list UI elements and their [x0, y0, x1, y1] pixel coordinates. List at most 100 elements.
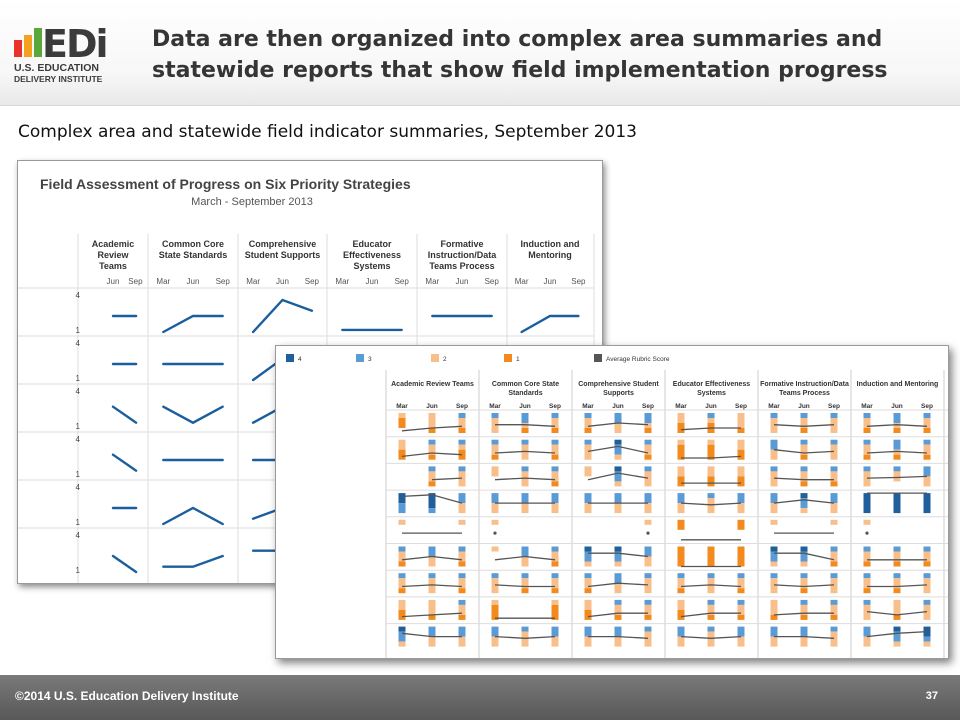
month-label: Sep [828, 403, 840, 410]
legend-swatch [356, 354, 364, 362]
month-label: Mar [156, 277, 170, 286]
rubric-bar-segment [923, 418, 931, 428]
rubric-bar-segment [830, 481, 838, 487]
rubric-bar-segment [677, 546, 685, 567]
rubric-bar-segment [614, 573, 622, 584]
rubric-bar-segment [707, 493, 715, 499]
rubric-bar-segment [644, 573, 652, 579]
rubric-bar-segment [551, 439, 559, 445]
rubric-bar-segment [893, 471, 901, 482]
rubric-bar-segment [614, 636, 622, 647]
rubric-bar-segment [863, 588, 871, 594]
legend-swatch [286, 354, 294, 362]
rubric-distribution-chart: 4 3 2 1 Average Rubric Score Academic Review … [286, 354, 948, 658]
rubric-bar-segment [830, 631, 838, 647]
rubric-bar-segment [923, 476, 931, 487]
legend-swatch [431, 354, 439, 362]
rubric-bar-segment [800, 444, 808, 455]
rubric-bar-segment [830, 471, 838, 482]
y-axis-label: 4 [76, 483, 81, 492]
rubric-bar-segment [677, 413, 685, 423]
rubric-bar-segment [521, 493, 529, 504]
rubric-bar-segment [800, 413, 808, 418]
average-rubric-line [680, 584, 742, 588]
rubric-bar-segment [398, 631, 406, 642]
legend-label: 4 [298, 356, 302, 363]
rubric-bar-segment [677, 423, 685, 433]
rubric-bar-segment [677, 519, 685, 530]
month-label: Sep [485, 277, 500, 286]
month-label: Mar [396, 403, 408, 410]
rubric-bar-segment [428, 636, 436, 647]
rubric-bar-segment [863, 519, 871, 525]
rubric-bar-segment [551, 481, 559, 487]
rubric-bar-segment [428, 578, 436, 594]
rubric-bar-segment [458, 466, 466, 472]
strategy-header: Induction and Mentoring [857, 381, 939, 388]
month-label: Sep [216, 277, 231, 286]
average-rubric-point [493, 531, 497, 535]
strategy-header: Comprehensive Student Supports [245, 239, 321, 260]
rubric-bar-segment [551, 573, 559, 579]
rubric-bar-segment [863, 573, 871, 579]
rubric-bar-segment [923, 428, 931, 433]
rubric-bar-segment [644, 423, 652, 428]
rubric-bar-segment [893, 423, 901, 428]
rubric-bar-segment [737, 546, 745, 567]
rubric-bar-segment [614, 546, 622, 552]
rubric-bar-segment [707, 614, 715, 620]
y-axis-label: 4 [76, 387, 81, 396]
rubric-bar-segment [677, 493, 685, 504]
rubric-bar-segment [677, 636, 685, 647]
rubric-bar-segment [551, 604, 559, 620]
progress-line [111, 554, 138, 574]
rubric-bar-segment [398, 588, 406, 594]
rubric-bar-segment [644, 454, 652, 460]
rubric-bar-segment [521, 423, 529, 428]
rubric-bar-segment [644, 519, 652, 525]
rubric-bar-segment [800, 493, 808, 499]
rubric-bar-segment [584, 599, 592, 610]
rubric-bar-segment [677, 573, 685, 579]
strategy-header: Academic Review Teams [92, 239, 135, 271]
rubric-bar-segment [770, 551, 778, 562]
slide-subtitle: Complex area and statewide field indicat… [18, 122, 637, 142]
average-rubric-line [588, 635, 649, 639]
rubric-bar-segment [677, 578, 685, 589]
y-axis-label: 1 [76, 518, 81, 527]
copyright-text: ©2014 U.S. Education Delivery Institute [15, 689, 239, 703]
rubric-bar-segment [737, 449, 745, 460]
rubric-bar-segment [830, 546, 838, 552]
progress-line [520, 314, 580, 334]
average-rubric-line [773, 584, 835, 588]
rubric-bar-segment [863, 561, 871, 567]
rubric-bar-segment [863, 428, 871, 433]
rubric-bar-segment [893, 641, 901, 647]
rubric-bar-segment [707, 546, 715, 567]
average-rubric-line [494, 450, 556, 454]
rubric-bar-segment [521, 546, 529, 557]
rubric-bar-segment [614, 444, 622, 455]
rubric-bar-segment [551, 626, 559, 637]
rubric-bar-segment [800, 546, 808, 552]
rubric-bar-segment [551, 454, 559, 460]
rubric-bar-segment [458, 561, 466, 567]
rubric-bar-segment [491, 466, 499, 477]
rubric-bar-segment [737, 493, 745, 504]
month-label: Sep [395, 277, 410, 286]
y-axis-label: 4 [76, 291, 81, 300]
average-rubric-line [587, 422, 649, 427]
rubric-bar-segment [707, 476, 715, 487]
rubric-bar-segment [584, 503, 592, 514]
rubric-bar-segment [614, 614, 622, 620]
rubric-bar-segment [923, 604, 931, 620]
rubric-bar-segment [458, 614, 466, 620]
rubric-bar-segment [644, 556, 652, 567]
progress-line [111, 405, 138, 424]
rubric-bar-segment [800, 561, 808, 567]
rubric-bar-segment [923, 641, 931, 647]
rubric-bar-segment [770, 471, 778, 487]
rubric-bar-segment [521, 439, 529, 445]
rubric-bar-segment [770, 519, 778, 525]
rubric-bar-segment [428, 439, 436, 445]
